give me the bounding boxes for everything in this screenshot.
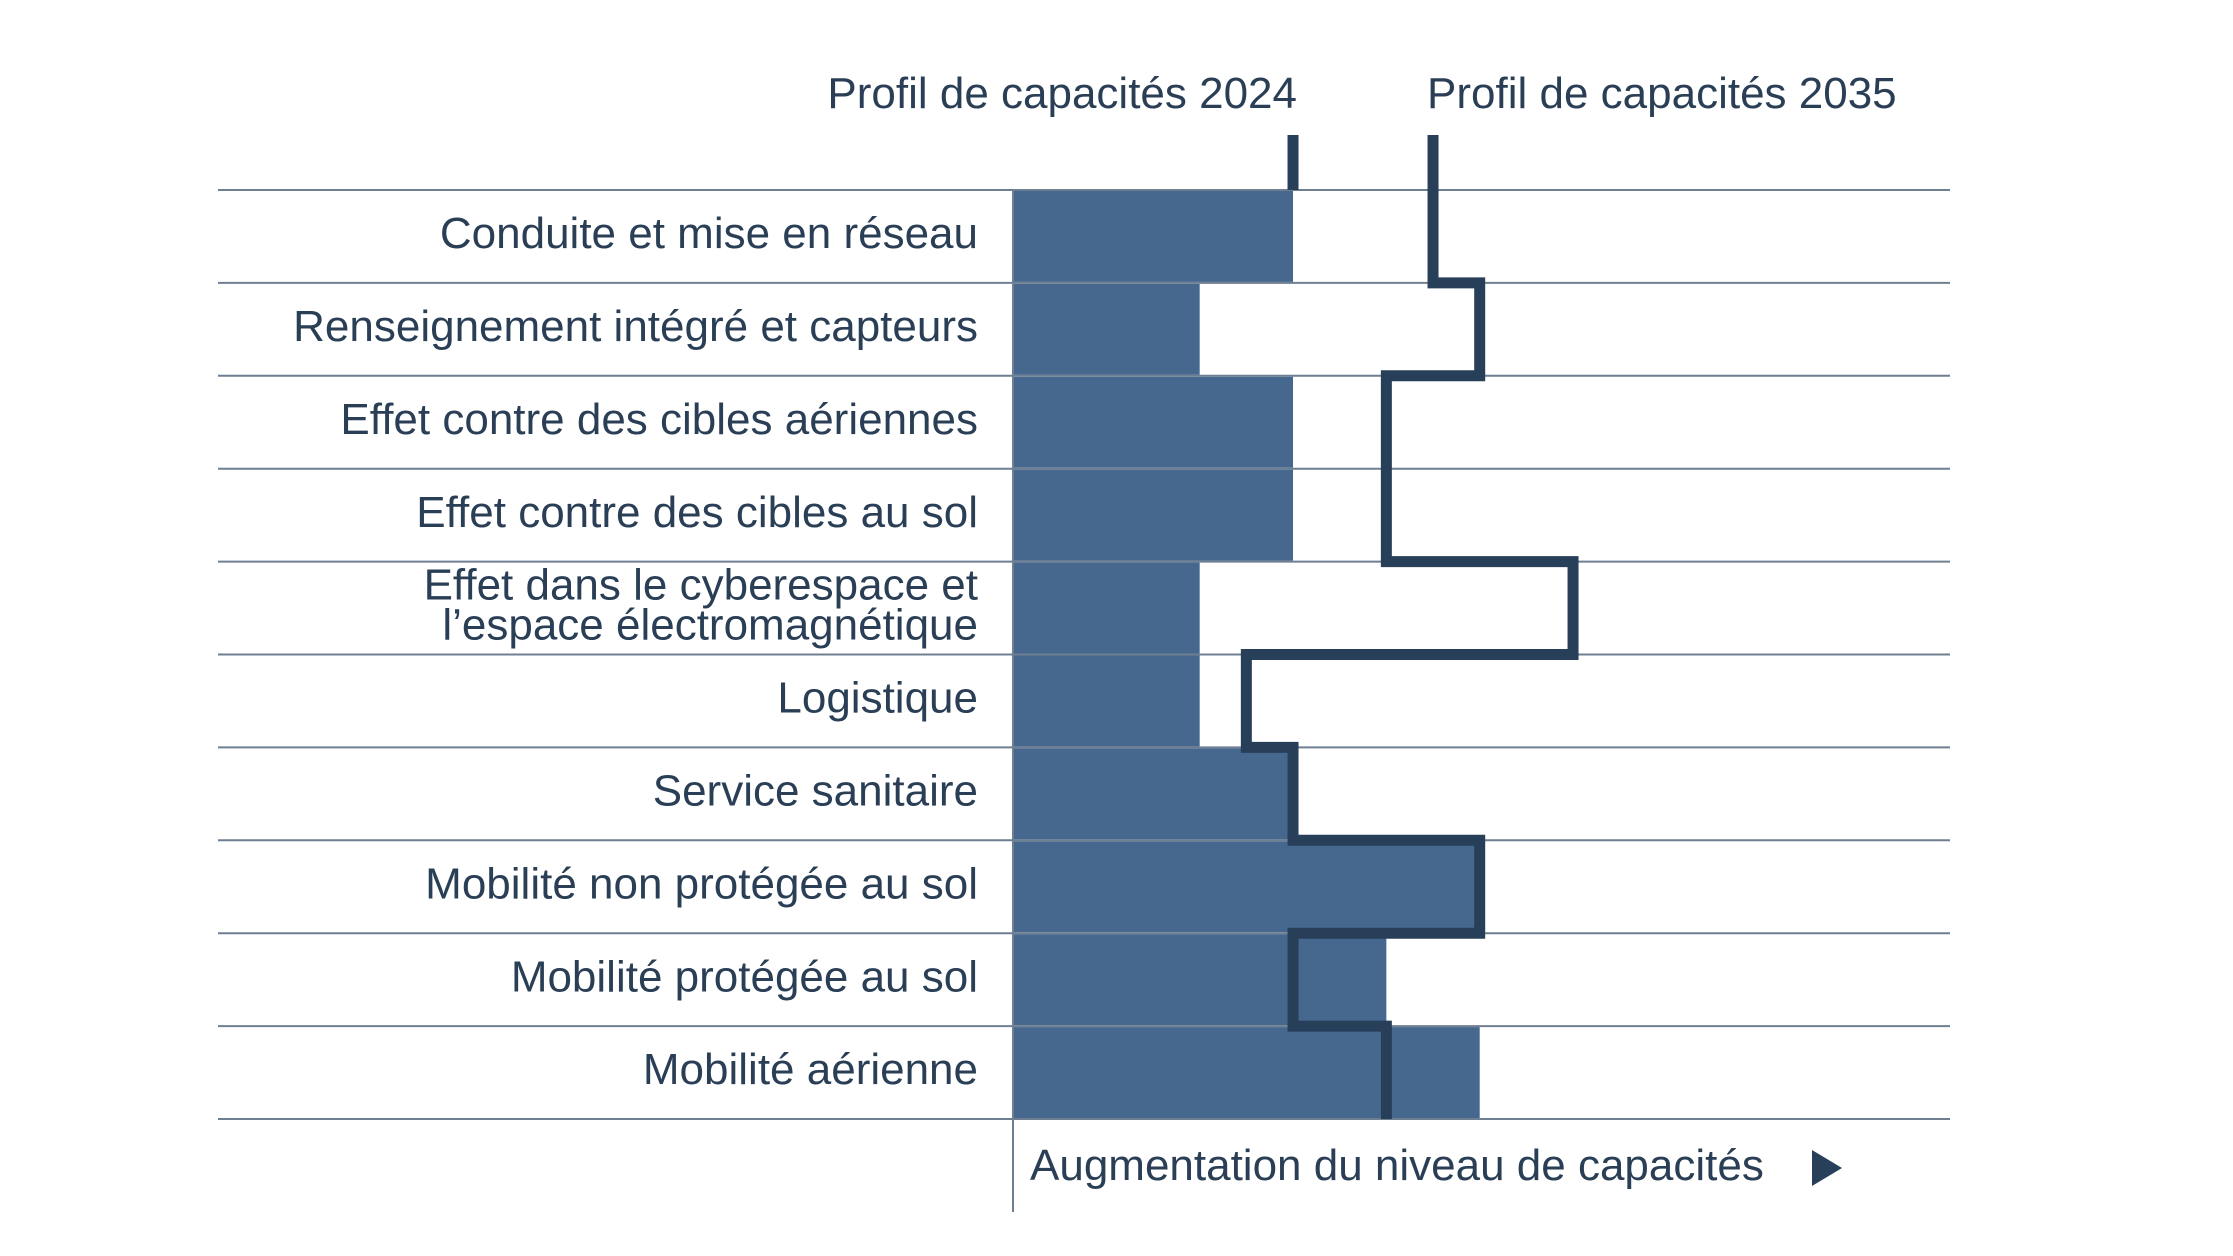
category-label: Mobilité non protégée au sol: [425, 859, 978, 908]
bar: [1013, 191, 1294, 282]
category-label: Mobilité protégée au sol: [511, 952, 978, 1001]
category-label: Effet contre des cibles au sol: [416, 488, 978, 537]
bar: [1013, 376, 1294, 468]
step-line-2035: [1240, 135, 1579, 1119]
bar: [1013, 748, 1294, 840]
x-axis-label: Augmentation du niveau de capacités: [1030, 1141, 1764, 1190]
category-label: Logistique: [777, 674, 978, 723]
bar: [1013, 1027, 1480, 1118]
category-labels: Conduite et mise en réseau Renseignement …: [293, 209, 978, 1094]
category-label: Effet dans le cyberespace et l’espace éle…: [424, 561, 978, 650]
bar: [1013, 841, 1480, 933]
bar: [1013, 934, 1387, 1026]
category-label: Mobilité aérienne: [643, 1045, 978, 1094]
row-separators: [218, 189, 1950, 1120]
bar: [1013, 655, 1200, 747]
bar: [1013, 283, 1200, 375]
category-label: Renseignement intégré et capteurs: [293, 302, 978, 351]
x-axis-arrow-icon: [1812, 1150, 1842, 1186]
bar: [1013, 562, 1200, 654]
bars-2024: [1013, 191, 1480, 1118]
bar: [1013, 469, 1294, 561]
category-label: Conduite et mise en réseau: [440, 209, 978, 258]
category-label: Service sanitaire: [653, 766, 978, 815]
series-label-2024: Profil de capacités 2024: [827, 69, 1297, 118]
category-label: Effet contre des cibles aériennes: [340, 395, 978, 444]
series-label-2035: Profil de capacités 2035: [1427, 69, 1897, 118]
